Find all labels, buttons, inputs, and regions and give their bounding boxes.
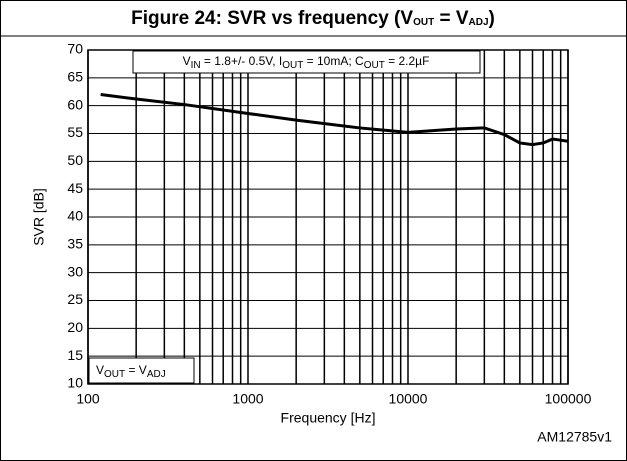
y-axis-label: SVR [dB] xyxy=(31,188,47,246)
subscript: ADJ xyxy=(469,17,489,28)
y-tick-label: 45 xyxy=(67,180,83,196)
y-tick-label: 30 xyxy=(67,263,83,279)
y-tick-label: 65 xyxy=(67,69,83,85)
y-tick-label: 40 xyxy=(67,208,83,224)
x-tick-label: 10000 xyxy=(389,391,428,407)
data-line xyxy=(100,93,569,147)
y-tick-label: 20 xyxy=(67,319,83,335)
subscript: OUT xyxy=(104,369,125,380)
subscript: IN xyxy=(191,60,201,71)
y-tick-label: 25 xyxy=(67,291,83,307)
x-tick-label: 100 xyxy=(76,391,100,407)
subscript: OUT xyxy=(364,60,385,71)
annotation: VOUT = VADJ xyxy=(96,363,166,379)
text-part: = 10mA; C xyxy=(303,54,364,68)
text-part: ) xyxy=(489,8,495,29)
plot-border xyxy=(87,49,569,385)
text-part: = V xyxy=(434,8,469,29)
text-part: V xyxy=(96,363,104,377)
y-tick-label: 70 xyxy=(67,41,83,57)
x-tick-label: 1000 xyxy=(232,391,263,407)
y-tick-label: 50 xyxy=(67,152,83,168)
subscript: ADJ xyxy=(147,369,166,380)
y-tick-label: 60 xyxy=(67,96,83,112)
subscript: OUT xyxy=(282,60,303,71)
text-part: V xyxy=(183,54,191,68)
text-part: = V xyxy=(125,363,147,377)
y-tick-label: 35 xyxy=(67,236,83,252)
annotation-box xyxy=(88,357,195,384)
y-tick-label: 10 xyxy=(67,375,83,391)
y-tick-label: 55 xyxy=(67,124,83,140)
chart-title: Figure 24: SVR vs frequency (VOUT = VADJ… xyxy=(131,8,495,29)
annotation: VIN = 1.8+/- 0.5V, IOUT = 10mA; COUT = 2… xyxy=(183,54,430,70)
text-part: = 2.2µF xyxy=(385,54,430,68)
y-tick-label: 15 xyxy=(67,347,83,363)
x-axis-label: Frequency [Hz] xyxy=(281,410,376,426)
text-part: = 1.8+/- 0.5V, I xyxy=(201,54,283,68)
x-tick-label: 100000 xyxy=(545,391,592,407)
footer: AM12785v1 xyxy=(537,429,612,445)
annotation-box xyxy=(132,50,481,74)
text-part: Figure 24: SVR vs frequency (V xyxy=(131,8,413,29)
subscript: OUT xyxy=(413,17,434,28)
